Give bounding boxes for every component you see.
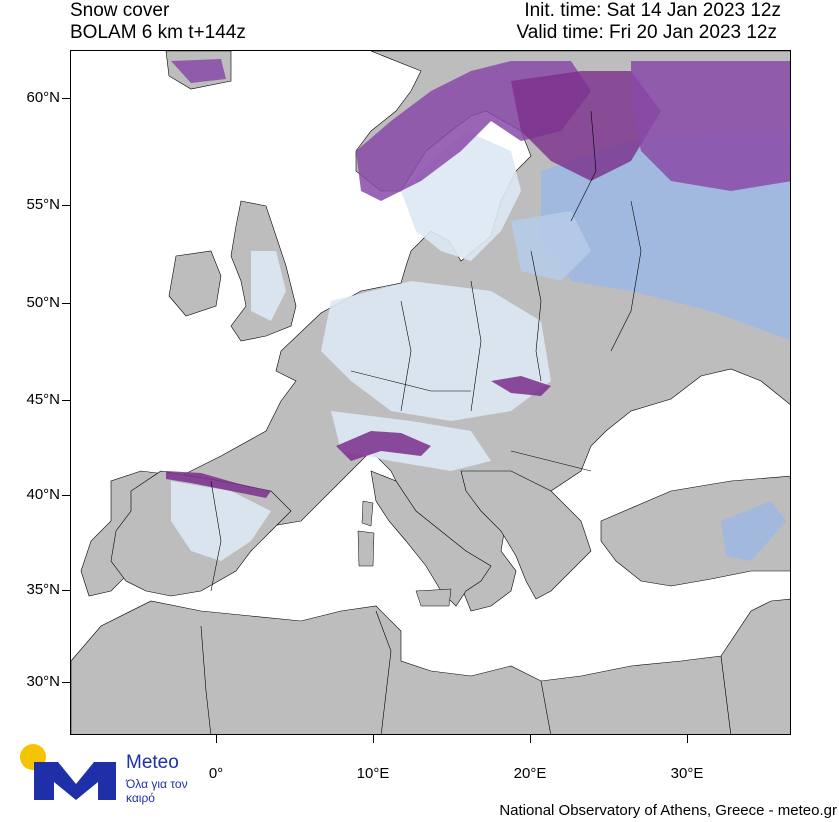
lat-label-45: 45°N [26,391,60,408]
country-borders [200,110,732,734]
lat-label-60: 60°N [26,89,60,106]
lat-label-35: 35°N [26,581,60,598]
lon-label-0: 0° [208,765,224,782]
logo-name: Meteo [126,752,179,773]
model-subtitle: BOLAM 6 km t+144z [70,22,246,43]
snow-medium-baltics [511,211,591,281]
snow-heavy-finland [511,71,661,181]
land-corsica [361,500,374,527]
lat-tick-30 [62,682,70,683]
credit-text: National Observatory of Athens, Greece -… [499,802,837,819]
lat-label-55: 55°N [26,196,60,213]
lon-label-10e: 10°E [356,765,390,782]
meteo-logo [20,744,116,800]
lat-label-30: 30°N [26,673,60,690]
lon-tick-0 [216,735,217,743]
snow-alps-purple [336,431,431,461]
init-time: Init. time: Sat 14 Jan 2023 12z [524,0,781,21]
snow-cover-map [70,50,791,735]
lat-label-40: 40°N [26,486,60,503]
snow-heavy-iceland [171,59,226,83]
lat-tick-45 [62,400,70,401]
map-canvas [71,51,790,734]
snow-light-iberia [171,481,271,561]
land-ireland [168,250,222,317]
land-north-africa [71,598,790,734]
lat-label-50: 50°N [26,294,60,311]
land-balkans [460,470,592,600]
lat-tick-50 [62,303,70,304]
lat-tick-55 [62,205,70,206]
lat-tick-40 [62,495,70,496]
snow-light-uk [251,251,286,321]
land-sardinia [357,530,375,567]
map-title: Snow cover [70,0,170,21]
lon-label-30e: 30°E [670,765,704,782]
valid-time: Valid time: Fri 20 Jan 2023 12z [516,22,777,43]
snow-heavy-russia [631,61,790,191]
snow-turkey-medium [721,501,786,561]
snow-carpathians-purple [491,376,551,396]
logo-m-icon [34,762,116,800]
lat-tick-35 [62,590,70,591]
snow-light-central-europe [321,281,551,421]
land-sicily [415,588,452,607]
lon-label-20e: 20°E [513,765,547,782]
logo-tagline: Όλα για τον καιρό [126,777,188,805]
lon-tick-20e [530,735,531,743]
lat-tick-60 [62,98,70,99]
land-italy [370,470,492,607]
lon-tick-10e [373,735,374,743]
snow-pyrenees-purple [166,471,271,498]
lon-tick-30e [687,735,688,743]
